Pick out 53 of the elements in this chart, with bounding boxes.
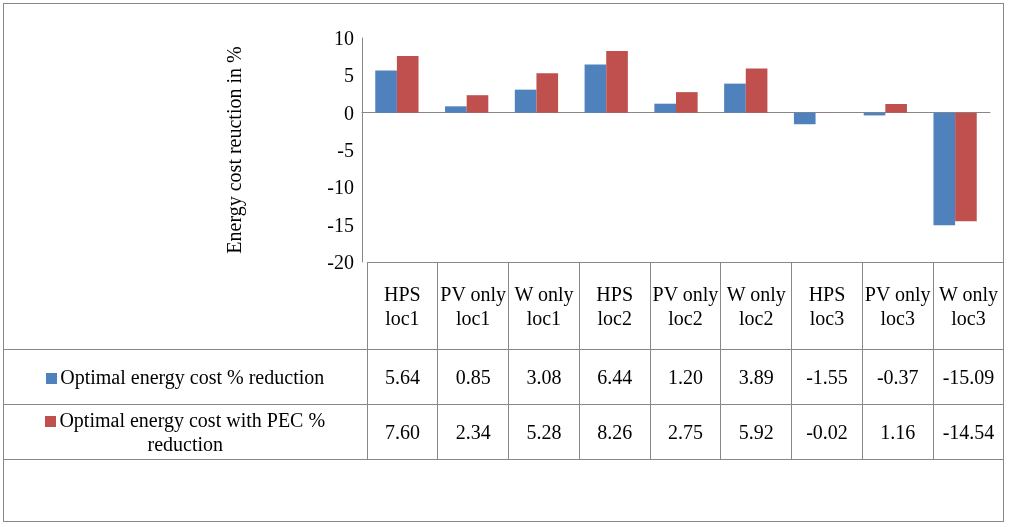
data-label: -14.54 [933, 404, 1004, 460]
bar [654, 103, 676, 113]
data-label: -1.55 [791, 349, 863, 405]
y-axis-title: Energy cost reuction in % [223, 46, 246, 254]
data-label: 7.60 [367, 404, 438, 460]
bar [793, 112, 816, 125]
x-tick-label: W only loc3 [933, 262, 1004, 350]
y-tick-label: -15 [327, 213, 354, 236]
legend-label: Optimal energy cost with PEC % reduction [3, 404, 367, 460]
x-tick-label: PV only loc1 [437, 262, 509, 350]
bar [445, 106, 467, 113]
y-tick-label: -20 [327, 251, 354, 273]
x-tick-label: PV only loc3 [862, 262, 934, 350]
data-label: -15.09 [933, 349, 1004, 405]
bar [885, 104, 907, 113]
x-tick-label: HPS loc1 [367, 262, 438, 350]
bar [584, 64, 607, 113]
y-tick-label: -10 [327, 176, 354, 199]
x-tick-label: W only loc2 [720, 262, 792, 350]
data-label: 2.75 [650, 404, 721, 460]
y-tick-label: 5 [344, 64, 354, 87]
data-label: 1.16 [862, 404, 934, 460]
data-label: 5.64 [367, 349, 438, 405]
x-tick-label: HPS loc3 [791, 262, 863, 350]
data-label: 3.89 [720, 349, 792, 405]
data-label: -0.02 [791, 404, 863, 460]
legend-label: Optimal energy cost % reduction [3, 349, 367, 405]
y-tick-label: 10 [334, 27, 354, 49]
bar [396, 55, 419, 113]
bar [724, 83, 746, 113]
bar [375, 70, 397, 113]
x-tick-label: HPS loc2 [579, 262, 651, 350]
data-label: 3.08 [508, 349, 580, 405]
bar [606, 50, 628, 113]
bar [745, 68, 768, 113]
y-tick-label: -5 [337, 139, 354, 161]
data-label: 1.20 [650, 349, 721, 405]
x-tick-label: PV only loc2 [650, 262, 721, 350]
bar [536, 73, 559, 113]
data-label: -0.37 [862, 349, 934, 405]
bar [955, 112, 977, 222]
data-label: 2.34 [437, 404, 509, 460]
data-label: 5.28 [508, 404, 580, 460]
bar [933, 112, 956, 226]
data-label: 8.26 [579, 404, 651, 460]
bar [676, 92, 698, 113]
y-tick-label: 0 [344, 101, 354, 124]
bar [466, 95, 489, 113]
data-label: 0.85 [437, 349, 509, 405]
data-label: 5.92 [720, 404, 792, 460]
data-label: 6.44 [579, 349, 651, 405]
bar [514, 89, 537, 113]
x-tick-label: W only loc1 [508, 262, 580, 350]
